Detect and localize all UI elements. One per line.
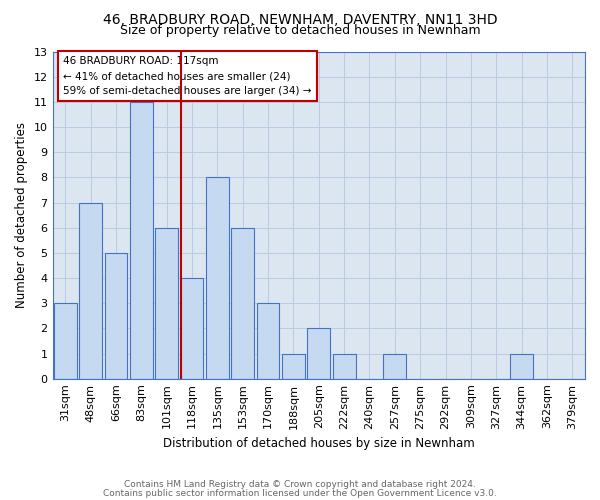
Bar <box>206 178 229 378</box>
Y-axis label: Number of detached properties: Number of detached properties <box>15 122 28 308</box>
Bar <box>54 303 77 378</box>
Bar <box>282 354 305 378</box>
Bar <box>231 228 254 378</box>
Bar <box>79 202 102 378</box>
Bar <box>383 354 406 378</box>
Bar <box>104 253 127 378</box>
Bar <box>130 102 152 378</box>
Text: Size of property relative to detached houses in Newnham: Size of property relative to detached ho… <box>119 24 481 37</box>
Bar <box>510 354 533 378</box>
Text: Contains public sector information licensed under the Open Government Licence v3: Contains public sector information licen… <box>103 489 497 498</box>
Bar <box>333 354 356 378</box>
Bar <box>155 228 178 378</box>
Bar <box>257 303 280 378</box>
Text: 46, BRADBURY ROAD, NEWNHAM, DAVENTRY, NN11 3HD: 46, BRADBURY ROAD, NEWNHAM, DAVENTRY, NN… <box>103 12 497 26</box>
Text: 46 BRADBURY ROAD: 117sqm
← 41% of detached houses are smaller (24)
59% of semi-d: 46 BRADBURY ROAD: 117sqm ← 41% of detach… <box>63 56 311 96</box>
Bar <box>181 278 203 378</box>
Bar <box>307 328 330 378</box>
Text: Contains HM Land Registry data © Crown copyright and database right 2024.: Contains HM Land Registry data © Crown c… <box>124 480 476 489</box>
X-axis label: Distribution of detached houses by size in Newnham: Distribution of detached houses by size … <box>163 437 475 450</box>
